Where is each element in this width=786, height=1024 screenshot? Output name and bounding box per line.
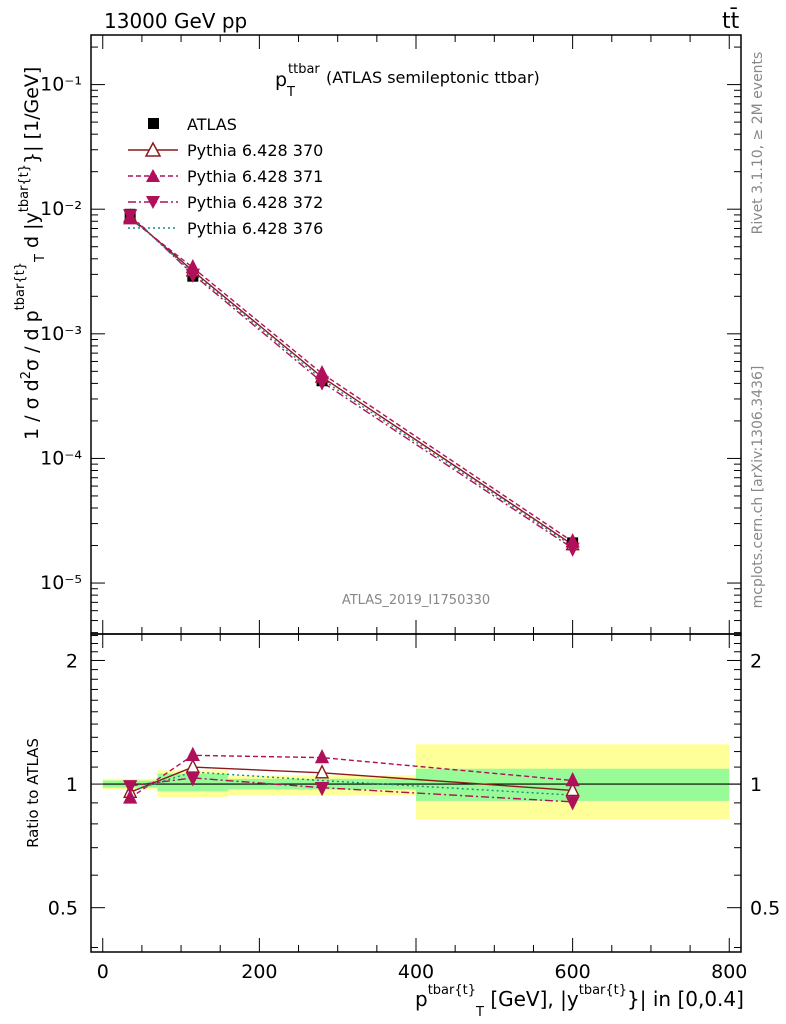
x-axis-label-text: ptbar{t}T [GeV], |ytbar{t}}| in [0,0.4] <box>415 983 744 1020</box>
main-line-s376 <box>129 216 574 547</box>
ratio-line-s370 <box>129 766 573 793</box>
x-axis-ticks: 0 200 400 600 800 <box>97 35 747 983</box>
ratio-series <box>123 746 580 811</box>
ratio-y-tick-label-left: 1 <box>66 774 78 796</box>
ratio-y-axis-label: Ratio to ATLAS <box>24 738 42 848</box>
plot-title-sup: ttbar <box>288 62 320 77</box>
x-tick-label: 800 <box>711 961 747 983</box>
main-line-s371 <box>129 218 574 543</box>
main-axis-ticks: 10⁻¹ 10⁻² 10⁻³ 10⁻⁴ 10⁻⁵ <box>40 46 741 634</box>
legend-entry-370: Pythia 6.428 370 <box>128 141 323 160</box>
main-y-axis-label: 1 / σ d2σ / d ptbar{t}T d |ytbar{t}}| [1… <box>13 67 48 440</box>
legend-entry-376: Pythia 6.428 376 <box>128 219 323 238</box>
main-marker-s372 <box>565 542 580 557</box>
main-marker-s372 <box>123 209 138 224</box>
ratio-marker-s370 <box>314 764 330 779</box>
x-tick-label: 200 <box>241 961 277 983</box>
x-tick-label: 400 <box>398 961 434 983</box>
legend-label-atlas: ATLAS <box>187 115 237 134</box>
analysis-watermark: ATLAS_2019_I1750330 <box>342 593 490 608</box>
legend-entry-atlas: ATLAS <box>148 115 237 134</box>
ratio-y-tick-label-left: 2 <box>66 650 78 672</box>
legend-label-372: Pythia 6.428 372 <box>187 193 323 212</box>
ratio-axis-ticks: 2 2 1 1 0.5 0.5 <box>48 635 780 948</box>
process-label: tt̄ <box>722 8 740 34</box>
legend-marker-atlas <box>148 118 159 129</box>
ratio-y-tick-label-left: 0.5 <box>48 898 78 920</box>
legend-label-371: Pythia 6.428 371 <box>187 167 323 186</box>
main-marker-s372 <box>185 268 200 283</box>
legend-label-370: Pythia 6.428 370 <box>187 141 323 160</box>
mcplots-label: mcplots.cern.ch [arXiv:1306.3436] <box>750 366 766 609</box>
ratio-line-s371 <box>129 754 573 799</box>
ratio-marker-s371 <box>123 789 138 804</box>
x-axis-label: ptbar{t}T [GeV], |ytbar{t}}| in [0,0.4] <box>415 983 744 1020</box>
ratio-marker-s372 <box>185 772 200 787</box>
plot-title-rest: (ATLAS semileptonic ttbar) <box>326 68 540 87</box>
legend-marker-372 <box>146 196 160 209</box>
legend-entry-371: Pythia 6.428 371 <box>128 167 323 186</box>
legend-marker-371 <box>146 169 160 182</box>
ratio-y-tick-label-right: 1 <box>750 774 762 796</box>
main-y-tick-label: 10⁻⁵ <box>40 572 82 594</box>
legend-label-376: Pythia 6.428 376 <box>187 219 323 238</box>
ratio-marker-s371 <box>185 746 200 762</box>
plot-title-sub: T <box>286 85 295 100</box>
main-y-tick-label: 10⁻² <box>40 198 82 220</box>
main-line-s370 <box>129 216 574 546</box>
ratio-marker-s371 <box>314 749 330 764</box>
ratio-marker-s372 <box>565 796 580 811</box>
main-marker-s372 <box>314 376 330 391</box>
ratio-marker-s372 <box>123 780 138 795</box>
ratio-marker-s372 <box>314 781 330 797</box>
ratio-marker-s370 <box>565 781 580 797</box>
ratio-y-tick-label-right: 2 <box>750 650 762 672</box>
legend: ATLAS Pythia 6.428 370 Pythia 6.428 371 … <box>128 115 323 238</box>
plot-title-var: p <box>275 69 287 91</box>
ratio-line-s376 <box>129 771 573 796</box>
legend-entry-372: Pythia 6.428 372 <box>128 193 323 212</box>
energy-label: 13000 GeV pp <box>104 9 247 33</box>
plot-title: p ttbar T (ATLAS semileptonic ttbar) <box>275 62 540 100</box>
ratio-marker-s370 <box>185 758 200 773</box>
main-series <box>123 208 580 557</box>
main-y-axis-label-text: 1 / σ d2σ / d ptbar{t}T d |ytbar{t}}| [1… <box>13 67 48 440</box>
x-tick-label: 0 <box>97 961 109 983</box>
x-tick-label: 600 <box>554 961 590 983</box>
ratio-y-tick-label-right: 0.5 <box>750 898 780 920</box>
ratio-marker-s371 <box>565 771 580 787</box>
rivet-label: Rivet 3.1.10, ≥ 2M events <box>750 52 766 235</box>
main-line-s372 <box>129 214 574 549</box>
main-y-tick-label: 10⁻¹ <box>40 74 82 96</box>
main-y-tick-label: 10⁻³ <box>40 323 82 345</box>
legend-marker-370 <box>144 141 162 157</box>
main-y-tick-label: 10⁻⁴ <box>40 447 82 469</box>
